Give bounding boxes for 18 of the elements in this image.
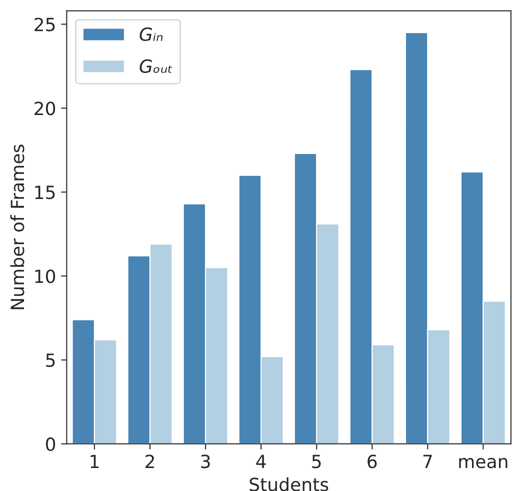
x-tick-label: 1 <box>90 454 99 468</box>
x-tick-label: 7 <box>423 454 432 468</box>
x-tick-label: mean <box>459 458 508 468</box>
y-tick-label: 5 <box>46 354 55 368</box>
y-tick-label: 15 <box>35 186 55 200</box>
y-axis-title: Number of Frames <box>10 144 24 310</box>
x-tick-label: 3 <box>201 454 210 468</box>
x-tick-label: 5 <box>312 454 321 468</box>
y-tick-label: 0 <box>46 437 56 451</box>
x-tick-label: 4 <box>256 454 266 468</box>
y-tick-label: 10 <box>35 269 56 284</box>
x-tick-label: 2 <box>146 454 154 468</box>
x-tick-label: 6 <box>368 454 377 468</box>
legend-label: Gₒᵤₜ <box>140 59 172 73</box>
y-tick-label: 25 <box>34 18 55 32</box>
y-tick-label: 20 <box>34 102 56 116</box>
legend-label: Gᵢₙ <box>140 27 163 42</box>
x-axis-title: Students <box>250 477 328 491</box>
